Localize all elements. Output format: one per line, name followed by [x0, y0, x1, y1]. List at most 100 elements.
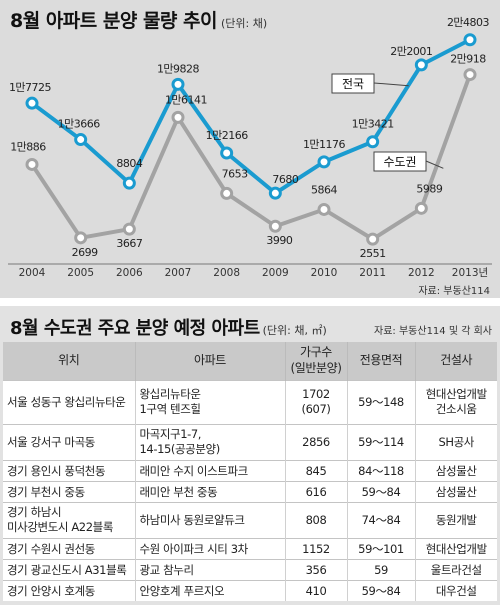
x-tick-label: 2006 [116, 267, 143, 279]
data-label: 2만4803 [447, 16, 490, 29]
cell-location: 경기 수원시 권선동 [3, 537, 135, 559]
cell-area: 59 [346, 558, 415, 580]
point-nationwide [25, 96, 39, 110]
x-tick-label: 2013년 [452, 267, 488, 279]
point-capital [268, 219, 282, 233]
cell-location: 경기 부천시 중동 [3, 480, 135, 502]
cell-units: 1702 (607) [284, 379, 347, 424]
cell-location: 서울 성동구 왕십리뉴타운 [3, 379, 135, 424]
header-location: 위치 [3, 342, 135, 380]
cell-units: 1152 [284, 537, 347, 559]
cell-builder: 동원개발 [414, 501, 497, 538]
cell-location: 경기 광교신도시 A31블록 [3, 558, 135, 580]
cell-area: 59～84 [346, 480, 415, 502]
data-label: 1만7725 [9, 81, 52, 94]
cell-apartment: 하남미사 동원로얄듀크 [134, 501, 285, 538]
data-label: 2699 [72, 246, 98, 259]
panel-divider [0, 298, 500, 306]
cell-apartment: 왕십리뉴타운 1구역 텐즈힐 [134, 379, 285, 424]
cell-area: 74～84 [346, 501, 415, 538]
data-label: 2만2001 [390, 45, 432, 58]
legend-nationwide-box [331, 73, 375, 94]
cell-location: 경기 하남시 미사강변도시 A22블록 [3, 501, 135, 538]
chart-panel [0, 0, 500, 298]
point-capital [220, 186, 234, 200]
table-row: 경기 하남시 미사강변도시 A22블록 하남미사 동원로얄듀크 808 74～8… [3, 501, 497, 538]
chart-unit: (단위: 채) [220, 17, 268, 30]
point-nationwide [366, 135, 380, 149]
cell-area: 59～101 [346, 537, 415, 559]
data-label: 8804 [116, 157, 142, 170]
data-label: 7680 [272, 173, 298, 186]
cell-area: 84～118 [346, 459, 415, 481]
chart-title-row: 8월 아파트 분양 물량 추이 (단위: 채) [10, 6, 267, 33]
point-capital [366, 232, 380, 246]
line-chart: 2004 2005 2006 2007 2008 2009 2010 2011 2012 2013… [8, 16, 492, 279]
header-area: 전용면적 [346, 342, 415, 380]
series-line-nationwide [30, 37, 471, 196]
cell-builder: SH공사 [414, 423, 497, 460]
data-label: 1만6141 [165, 93, 207, 106]
point-capital [463, 68, 477, 82]
chart-title: 8월 아파트 분양 물량 추이 [10, 10, 217, 32]
data-label: 2551 [360, 247, 386, 260]
cell-apartment: 수원 아이파크 시티 3차 [134, 537, 285, 559]
cell-units: 356 [284, 558, 347, 580]
x-tick-label: 2012 [408, 267, 435, 279]
cell-location: 서울 강서구 마곡동 [3, 423, 135, 460]
point-capital [25, 157, 39, 171]
cell-units: 808 [284, 501, 347, 538]
x-tick-label: 2011 [359, 267, 386, 279]
cell-builder: 삼성물산 [414, 459, 497, 481]
legend-capital-label: 수도권 [383, 155, 416, 169]
cell-builder: 현대산업개발 건소시움 [414, 379, 497, 424]
table-row: 경기 부천시 중동 래미안 부천 중동 616 59～84 삼성물산 [3, 480, 497, 502]
cell-apartment: 래미안 수지 이스트파크 [134, 459, 285, 481]
apartment-table: 위치 아파트 가구수 (일반분양) 전용면적 건설사 서울 성동구 왕십리뉴타운… [3, 342, 497, 601]
data-label: 5864 [311, 183, 337, 196]
cell-builder: 현대산업개발 [414, 537, 497, 559]
chart-source: 자료: 부동산114 [418, 286, 490, 297]
cell-builder: 삼성물산 [414, 480, 497, 502]
point-capital [122, 222, 136, 236]
table-row: 서울 강서구 마곡동 마곡지구1-7, 14-15(공공분양) 2856 59～… [3, 423, 497, 460]
legend-nationwide-label: 전국 [342, 77, 364, 91]
table-title-row: 8월 수도권 주요 분양 예정 아파트 (단위: 채, ㎡) [10, 314, 327, 340]
cell-area: 59～114 [346, 423, 415, 460]
cell-apartment: 마곡지구1-7, 14-15(공공분양) [134, 423, 285, 460]
x-tick-label: 2009 [262, 267, 289, 279]
point-nationwide [171, 77, 185, 91]
table-unit: (단위: 채, ㎡) [262, 324, 327, 337]
table-row: 경기 광교신도시 A31블록 광교 참누리 356 59 울트라건설 [3, 558, 497, 580]
cell-location: 경기 안양시 호계동 [3, 579, 135, 601]
point-capital [414, 201, 428, 215]
data-label: 1만2166 [206, 129, 249, 142]
cell-units: 410 [284, 579, 347, 601]
point-nationwide [122, 176, 136, 190]
cell-units: 2856 [284, 423, 347, 460]
series-line-capital [30, 73, 472, 242]
data-label: 1만3421 [352, 118, 394, 131]
data-label: 7653 [222, 167, 248, 180]
data-label: 2만918 [450, 53, 486, 66]
table-row: 경기 용인시 풍덕천동 래미안 수지 이스트파크 845 84～118 삼성물산 [3, 459, 497, 481]
cell-units: 845 [284, 459, 347, 481]
point-nationwide [414, 58, 428, 72]
legend-capital-pointer [425, 160, 444, 169]
point-capital [317, 202, 331, 216]
cell-location: 경기 용인시 풍덕천동 [3, 459, 135, 481]
cell-apartment: 안양호계 푸르지오 [134, 579, 285, 601]
data-label: 5989 [416, 182, 442, 195]
data-label: 1만3666 [58, 118, 101, 131]
header-apartment: 아파트 [134, 342, 285, 380]
data-label: 1만886 [10, 140, 46, 153]
legend-nationwide-pointer [373, 82, 409, 87]
cell-units: 616 [284, 480, 347, 502]
cell-area: 59～148 [346, 379, 415, 424]
table-row: 경기 안양시 호계동 안양호계 푸르지오 410 59～84 대우건설 [3, 579, 497, 601]
cell-area: 59～84 [346, 579, 415, 601]
point-nationwide [317, 155, 331, 169]
point-nationwide [268, 186, 282, 200]
cell-builder: 울트라건설 [414, 558, 497, 580]
table-source: 자료: 부동산114 및 각 회사 [374, 326, 492, 337]
